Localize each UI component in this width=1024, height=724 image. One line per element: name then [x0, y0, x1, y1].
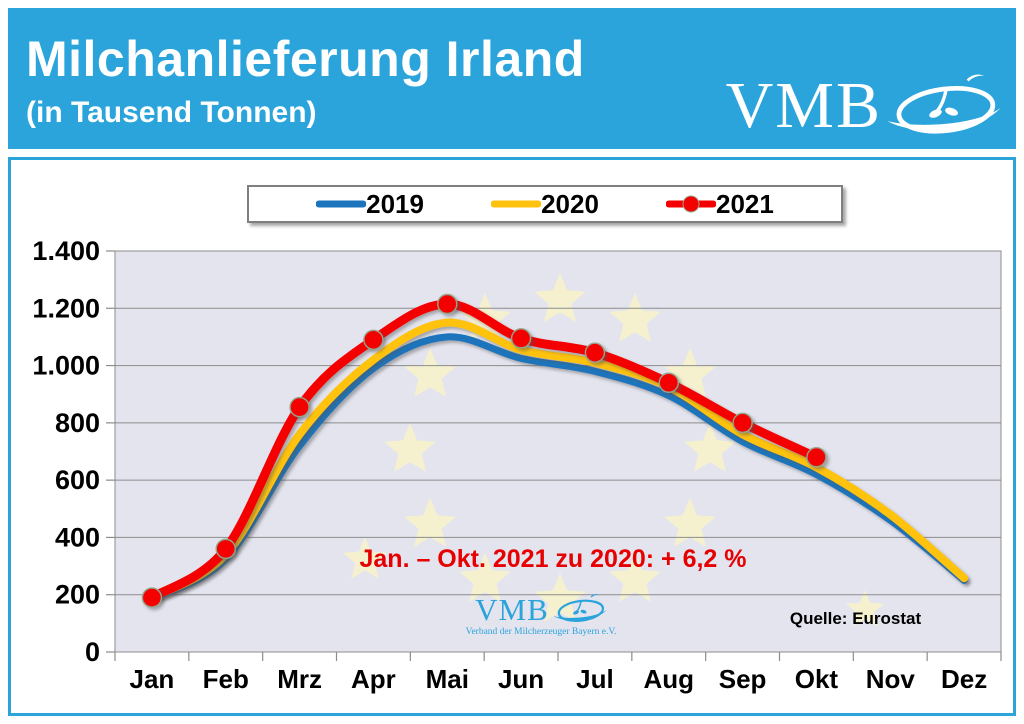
y-axis-label: 600	[55, 465, 100, 495]
data-point-marker	[510, 328, 532, 349]
x-axis-label: Jun	[498, 664, 544, 694]
legend-swatch-2020-icon	[491, 200, 542, 208]
vmb-logo: VMB	[726, 72, 1002, 140]
legend-item-2020: 2020	[491, 189, 599, 220]
eu-star-icon	[404, 348, 456, 397]
eu-star-icon	[609, 293, 661, 342]
page-title: Milchanlieferung Irland	[26, 31, 585, 87]
eu-star-icon	[664, 498, 716, 547]
series-line-2019	[148, 333, 968, 603]
series-line-2020	[147, 318, 969, 602]
eu-star-icon	[459, 552, 511, 602]
y-axis-label: 400	[55, 522, 100, 552]
y-axis-label: 1.400	[32, 236, 100, 266]
eu-star-icon	[343, 537, 387, 579]
data-point-marker	[363, 329, 384, 350]
x-axis-label: Feb	[203, 664, 249, 694]
data-point-marker	[289, 396, 310, 418]
legend-swatch-2019-icon	[316, 200, 367, 208]
source-label: Quelle: Eurostat	[789, 609, 922, 628]
chart-panel: 0 200 400 600 800 1.000 1.200 1.400 Jan Feb Mrz Apr…	[8, 157, 1016, 716]
series-markers-2021	[141, 293, 827, 608]
x-axis-label: Sep	[719, 664, 767, 694]
vmb-watermark-text: VMB	[475, 591, 549, 627]
x-axis-label: Dez	[941, 664, 987, 694]
x-axis-label: Aug	[643, 664, 694, 694]
vmb-watermark-caption: Verband der Milcherzeuger Bayern e.V.	[465, 627, 617, 637]
data-point-marker	[141, 587, 163, 608]
series-line-2021	[147, 299, 821, 603]
legend-swatch-2021-icon	[666, 195, 717, 213]
eu-star-icon	[609, 552, 661, 602]
line-chart: 0 200 400 600 800 1.000 1.200 1.400 Jan Feb Mrz Apr…	[32, 236, 1002, 694]
axis-ticks	[106, 250, 1002, 661]
eu-star-icon	[404, 498, 456, 547]
legend-label-2021: 2021	[716, 188, 774, 219]
data-point-marker	[806, 447, 827, 468]
page-subtitle: (in Tausend Tonnen)	[26, 96, 317, 129]
legend-label-2020: 2020	[541, 188, 599, 219]
header-banner: Milchanlieferung Irland (in Tausend Tonn…	[8, 8, 1016, 149]
x-axis-label: Mrz	[277, 664, 322, 694]
y-axis-label: 800	[55, 408, 100, 438]
eu-star-icon	[846, 590, 884, 627]
eu-star-icon	[384, 423, 436, 472]
data-point-marker	[732, 412, 753, 434]
legend-item-2021: 2021	[666, 189, 774, 220]
chart-legend: 2019 2020 2021	[247, 185, 843, 223]
y-axis-label: 1.200	[32, 293, 100, 323]
data-point-marker	[658, 372, 679, 393]
eu-star-icon	[534, 573, 586, 622]
x-axis-label: Nov	[866, 664, 916, 694]
data-point-marker	[437, 293, 458, 315]
vmb-watermark-emblem-icon	[553, 593, 607, 625]
x-axis-label: Okt	[795, 664, 839, 694]
vmb-logo-text: VMB	[725, 69, 882, 142]
y-axis-label: 0	[85, 637, 100, 667]
eu-star-icon	[534, 273, 586, 322]
x-axis-label: Apr	[351, 664, 396, 694]
x-axis-label: Jan	[130, 664, 175, 694]
vmb-emblem-icon	[886, 72, 1002, 140]
growth-annotation: Jan. – Okt. 2021 zu 2020: + 6,2 %	[359, 545, 747, 573]
data-point-marker	[584, 342, 606, 363]
y-axis-label: 200	[55, 580, 100, 610]
vmb-watermark-logo: VMB Verband der Milcherzeuger Bayern e.V…	[455, 593, 627, 637]
y-axis-label: 1.000	[32, 351, 100, 381]
legend-label-2019: 2019	[366, 188, 424, 219]
data-point-marker	[215, 538, 236, 560]
eu-star-icon	[684, 423, 736, 472]
legend-item-2019: 2019	[316, 189, 424, 220]
x-axis-label: Jul	[576, 664, 614, 694]
x-axis-label: Mai	[426, 664, 469, 694]
